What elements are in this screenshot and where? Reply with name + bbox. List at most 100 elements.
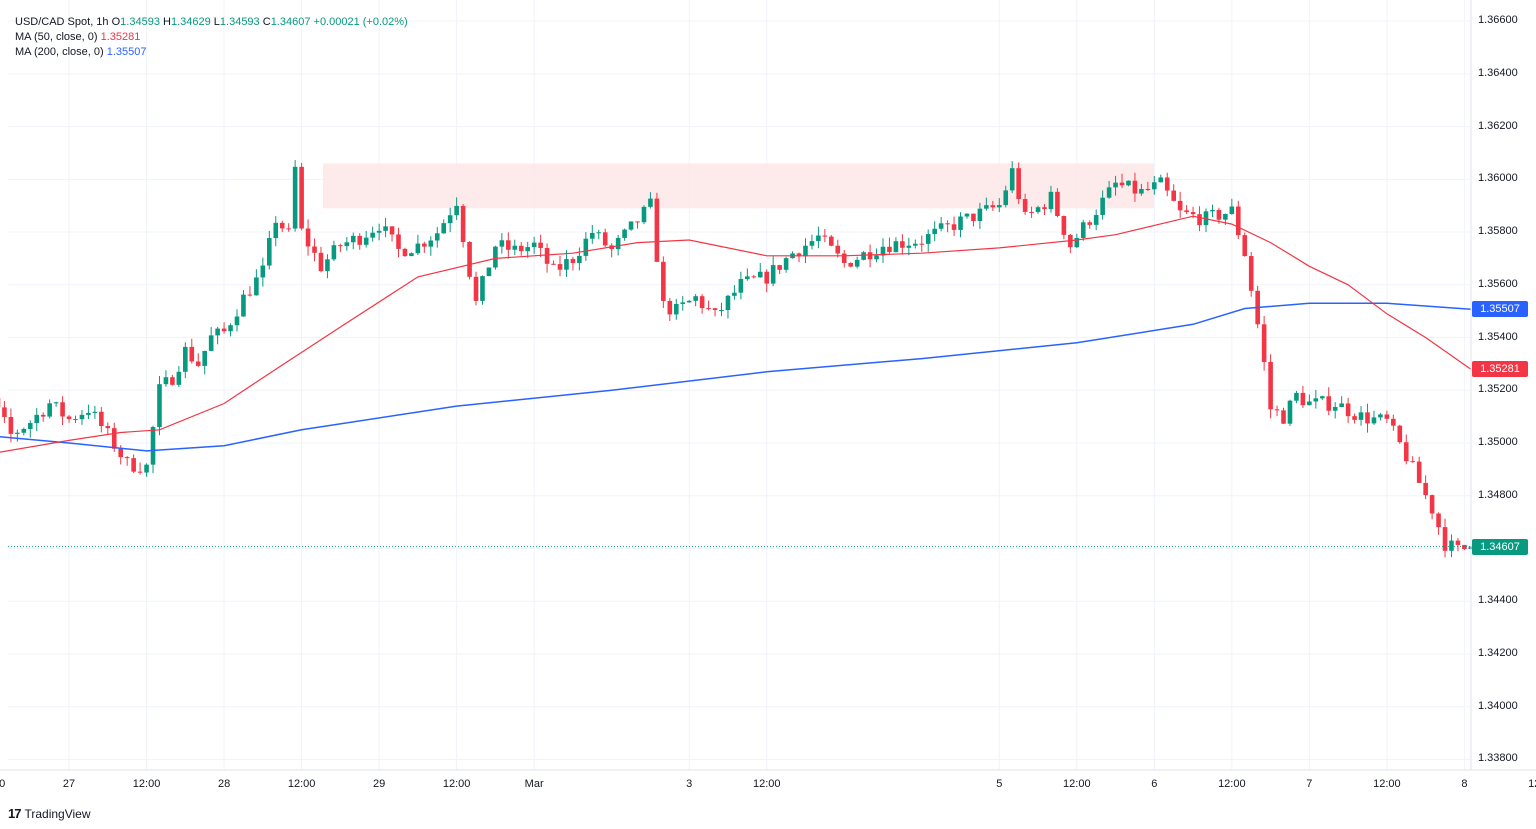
candle <box>893 237 899 253</box>
candle-body <box>357 235 363 245</box>
ma200-line <box>0 302 1471 452</box>
candle <box>1126 180 1131 187</box>
candle-body <box>460 205 466 242</box>
candle <box>1410 456 1416 463</box>
candle-body <box>318 252 324 272</box>
candle-body <box>990 205 996 208</box>
candle <box>971 213 976 227</box>
candle-body <box>267 238 272 266</box>
candle-body <box>919 243 925 245</box>
candle <box>1326 387 1332 416</box>
candle <box>389 226 395 242</box>
candle <box>1171 184 1176 202</box>
x-tick-label: 12:00 <box>442 778 471 790</box>
candle <box>1332 402 1338 419</box>
candle-body <box>370 232 375 238</box>
candle <box>770 256 776 287</box>
candle-body <box>525 247 530 252</box>
ma200-value: 1.35507 <box>106 46 147 58</box>
candle <box>1106 181 1112 199</box>
candle <box>1416 456 1422 484</box>
candle <box>990 200 996 211</box>
candle-body <box>208 335 214 351</box>
candle-body <box>1016 168 1021 200</box>
candle <box>202 350 207 375</box>
candle <box>783 256 789 273</box>
ma50-label: MA (50, close, 0) <box>15 31 98 43</box>
candle-body <box>829 236 834 246</box>
candle-body <box>693 296 698 301</box>
candle <box>422 241 427 253</box>
candle-body <box>725 295 731 311</box>
candle-body <box>1029 211 1034 213</box>
candle-body <box>984 205 989 209</box>
candle <box>286 223 291 232</box>
candle <box>1093 209 1099 231</box>
candle <box>1229 198 1235 215</box>
candle-body <box>118 448 124 458</box>
candle-body <box>732 292 737 296</box>
candle-body <box>848 262 853 267</box>
candle-body <box>751 276 757 278</box>
candle <box>977 202 983 229</box>
x-tick-label: 5 <box>996 778 1003 790</box>
candle <box>854 256 860 269</box>
candle-body <box>389 226 395 235</box>
y-tick-label: 1.35600 <box>1478 277 1518 290</box>
candle-body <box>221 328 227 332</box>
candle <box>686 299 692 303</box>
candle-body <box>422 243 427 247</box>
candle-body <box>1229 206 1235 215</box>
candle <box>79 409 85 425</box>
x-tick-label: 6 <box>1151 778 1158 790</box>
candle-body <box>1009 168 1015 191</box>
candle-body <box>1410 461 1416 463</box>
candle-body <box>1378 414 1383 418</box>
candle-body <box>92 411 98 413</box>
candle-body <box>1462 544 1467 550</box>
candle <box>570 256 576 271</box>
ma200-price-tag: 1.35507 <box>1472 301 1528 318</box>
candle <box>254 269 259 296</box>
candle-body <box>680 302 686 304</box>
candle-body <box>544 247 550 264</box>
candle <box>415 234 421 255</box>
candle <box>1009 161 1015 194</box>
candle <box>144 463 149 477</box>
candle <box>874 248 879 263</box>
candle-body <box>699 296 705 309</box>
y-tick-label: 1.35800 <box>1478 225 1518 238</box>
legend-ma200-row[interactable]: MA (200, close, 0) 1.35507 <box>15 45 408 60</box>
candle-body <box>1248 256 1254 291</box>
candle <box>409 252 414 257</box>
candle-body <box>131 458 136 472</box>
candle-body <box>712 308 718 311</box>
candle <box>551 260 556 265</box>
candle-body <box>538 242 543 248</box>
candle-body <box>1022 199 1028 212</box>
candle <box>996 198 1002 213</box>
candle <box>984 197 989 211</box>
candle-body <box>654 198 660 262</box>
candle-body <box>757 271 763 278</box>
candle <box>1022 193 1028 215</box>
candle <box>596 229 602 240</box>
candle <box>396 227 401 258</box>
candle-body <box>1184 210 1189 213</box>
x-tick-label: 12:00 <box>1373 778 1401 790</box>
candle-body <box>1261 324 1267 362</box>
x-tick-label: 12:00 <box>1218 778 1246 790</box>
symbol-label[interactable]: USD/CAD Spot, 1h <box>15 16 109 28</box>
candle-body <box>1287 400 1293 424</box>
candle <box>1300 385 1306 409</box>
candle-body <box>1391 418 1396 426</box>
legend-ma50-row[interactable]: MA (50, close, 0) 1.35281 <box>15 30 408 45</box>
tradingview-logo[interactable]: 17 TradingView <box>8 806 91 821</box>
candle <box>1287 399 1293 426</box>
candle-body <box>1294 392 1299 401</box>
candle-body <box>996 205 1002 208</box>
candle <box>1391 414 1396 431</box>
candle <box>1164 172 1170 197</box>
candle-body <box>1132 180 1138 194</box>
